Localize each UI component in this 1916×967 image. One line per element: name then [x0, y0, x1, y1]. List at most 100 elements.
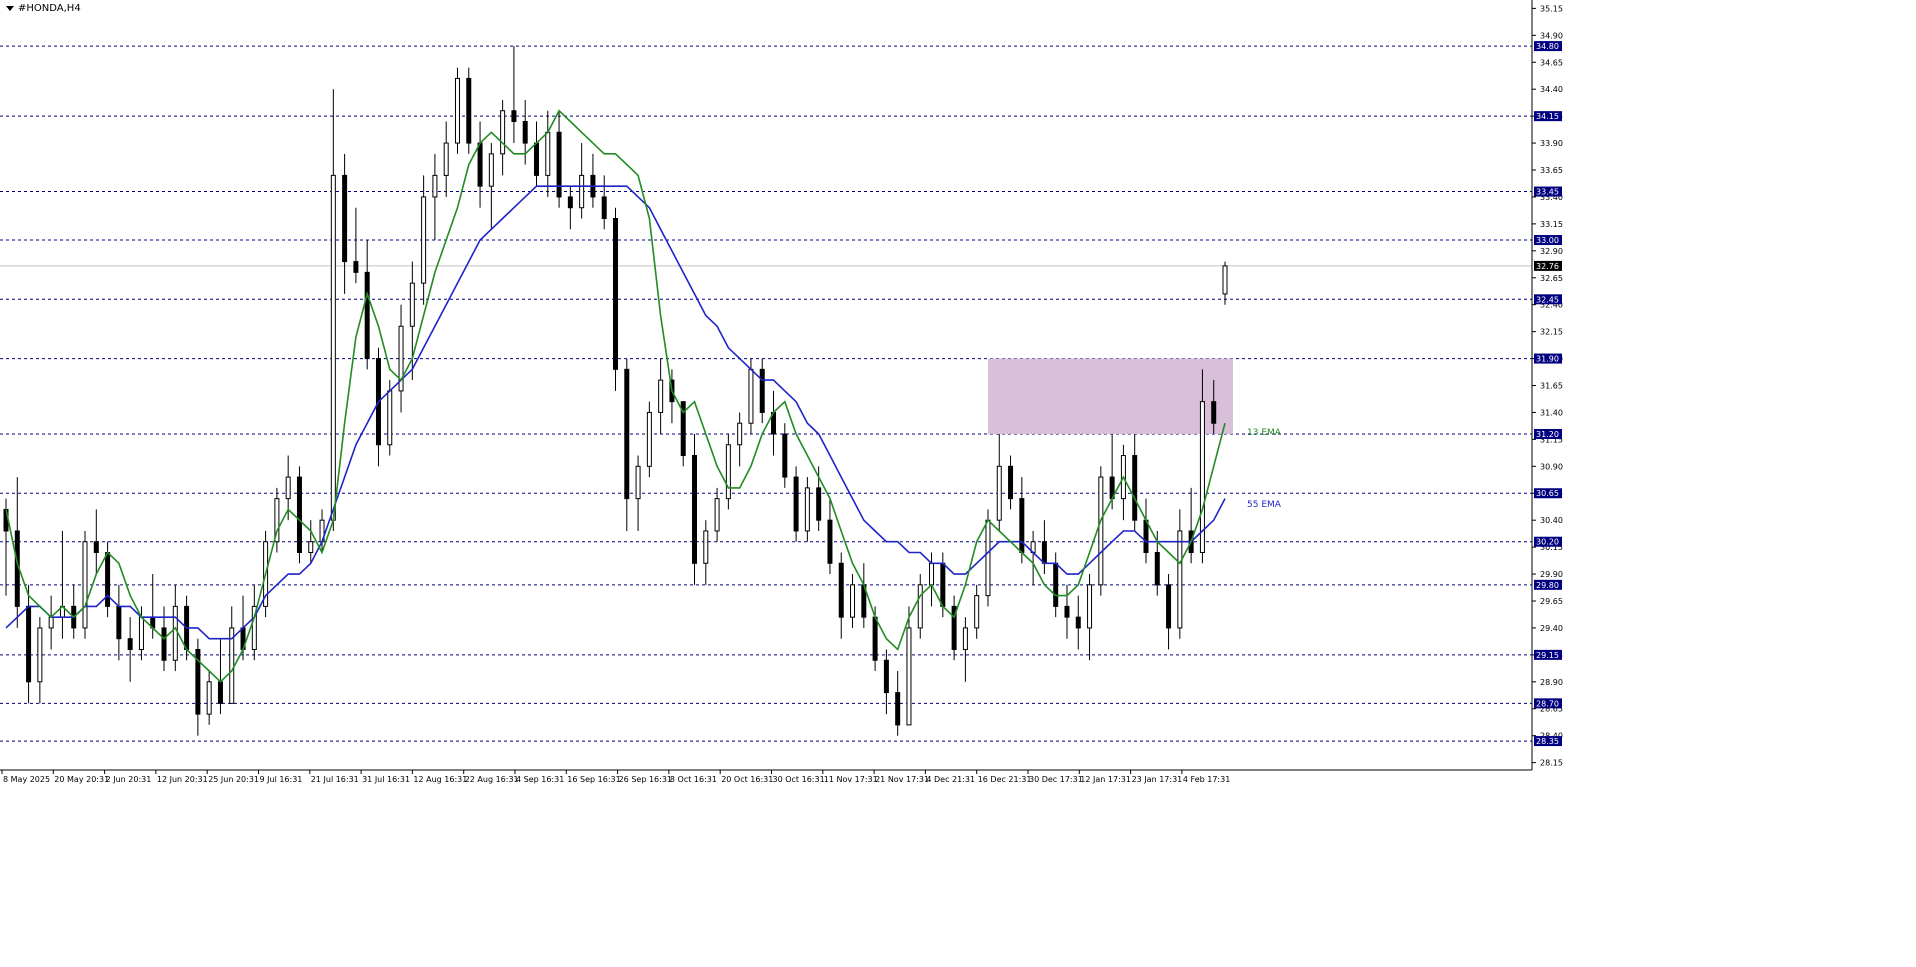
price-axis: 35.15 34.90 34.65 34.40 34.15 33.90 33.65 33.40… [0, 0, 1563, 771]
level-label-bg [1534, 41, 1562, 52]
y-tick-label: 32.15 [1540, 328, 1563, 337]
candle-body [624, 368, 630, 500]
candle-body [1064, 605, 1070, 618]
level-label-bg [1534, 736, 1562, 747]
y-tick-label: 33.90 [1540, 139, 1563, 148]
candle-body [206, 681, 212, 715]
level-label-bg [1534, 428, 1562, 439]
candle-body [1199, 401, 1205, 554]
candle-body [421, 196, 427, 284]
ema55-label: 55 EMA [1247, 500, 1282, 510]
ema13-label: 13 EMA [1247, 428, 1282, 438]
candle-body [488, 153, 494, 187]
candle-body [895, 692, 901, 726]
candle-body [1041, 541, 1047, 564]
candle-body [195, 648, 201, 715]
candle-body [917, 584, 923, 629]
level-label: 32.45 [1536, 295, 1559, 304]
level-label-bg [1534, 186, 1562, 197]
candle-body [759, 368, 765, 413]
x-tick-label: 2 Jun 20:31 [106, 775, 152, 784]
y-tick-label: 32.90 [1540, 247, 1563, 256]
candle-body [364, 271, 370, 360]
candle-body [872, 616, 878, 661]
level-label: 30.20 [1536, 538, 1559, 547]
candle-body [342, 174, 348, 263]
y-tick-label: 31.65 [1540, 382, 1563, 391]
candle-body [274, 498, 280, 543]
zone-rect [988, 358, 1233, 434]
candle-body [1211, 401, 1217, 424]
x-tick-label: 8 May 2025 [3, 775, 50, 784]
candle-body [296, 476, 302, 554]
x-tick-label: 20 May 20:31 [54, 775, 109, 784]
y-tick-label: 31.15 [1540, 435, 1563, 444]
y-tick-label: 28.90 [1540, 678, 1563, 687]
candle-body [454, 77, 460, 144]
candle-body [974, 595, 980, 629]
symbol-timeframe-label: #HONDA,H4 [18, 3, 81, 14]
candle-body [804, 487, 810, 532]
y-tick-label: 35.15 [1540, 4, 1563, 13]
y-tick-label: 33.15 [1540, 220, 1563, 229]
candle-body [703, 530, 709, 564]
candle-body [533, 142, 539, 176]
candle-body [1177, 530, 1183, 629]
candle-body [1143, 519, 1149, 554]
candle-body [567, 196, 573, 209]
candle-body [906, 627, 912, 726]
candle-body [658, 379, 664, 413]
y-tick-label: 32.65 [1540, 274, 1563, 283]
ema-lines: 13 EMA 55 EMA [5, 109, 1282, 683]
level-label: 33.45 [1536, 188, 1559, 197]
level-label-bg [1534, 579, 1562, 590]
candle-body [37, 627, 43, 683]
candle-body [838, 562, 844, 618]
candle-body [443, 142, 449, 176]
candle-body [116, 605, 122, 640]
candle-body [737, 422, 743, 446]
candle-body [1008, 465, 1014, 500]
x-tick-label: 21 Nov 17:31 [875, 775, 929, 784]
x-tick-label: 21 Jul 16:31 [311, 775, 359, 784]
candle-body [929, 562, 935, 586]
level-label: 34.15 [1536, 112, 1559, 121]
candle-body [1019, 498, 1025, 554]
x-tick-label: 25 Jun 20:31 [208, 775, 259, 784]
candle-body [500, 110, 506, 155]
candle-body [579, 174, 585, 209]
y-tick-label: 34.40 [1540, 85, 1563, 94]
x-tick-label: 16 Sep 16:31 [567, 775, 620, 784]
candle-body [477, 142, 483, 187]
candle-body [883, 659, 889, 694]
level-label: 34.80 [1536, 42, 1559, 51]
candle-body [251, 605, 257, 650]
candle-body [172, 605, 178, 661]
x-tick-label: 4 Feb 17:31 [1183, 775, 1230, 784]
candles [3, 46, 1228, 736]
candle-body [127, 638, 133, 650]
candle-body [466, 77, 472, 144]
ema13-line [5, 109, 1226, 683]
candle-body [1166, 584, 1172, 629]
candle-body [48, 616, 54, 629]
x-tick-label: 12 Aug 16:31 [413, 775, 467, 784]
dropdown-triangle-icon[interactable] [6, 6, 14, 11]
candle-body [1222, 265, 1228, 295]
x-tick-label: 30 Oct 16:31 [773, 775, 825, 784]
y-tick-label: 29.40 [1540, 624, 1563, 633]
candle-body [962, 627, 968, 650]
x-tick-label: 12 Jun 20:31 [157, 775, 208, 784]
candle-body [93, 541, 99, 554]
candle-body [330, 174, 336, 521]
candle-body [940, 562, 946, 607]
x-tick-label: 31 Jul 16:31 [362, 775, 410, 784]
candle-body [996, 465, 1002, 521]
x-tick-label: 23 Jan 17:31 [1132, 775, 1183, 784]
level-label: 31.20 [1536, 430, 1559, 439]
level-label-bg [1534, 488, 1562, 499]
candle-body [432, 174, 438, 198]
y-tick-label: 30.40 [1540, 516, 1563, 525]
